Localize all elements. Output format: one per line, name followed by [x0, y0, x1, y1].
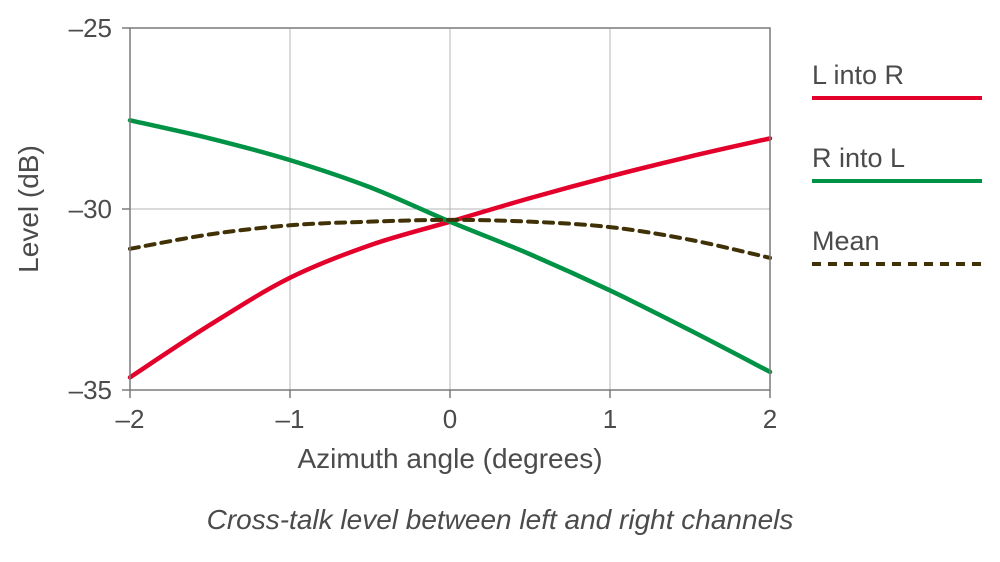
legend-item: Mean	[812, 226, 982, 271]
legend-label: Mean	[812, 226, 880, 257]
x-tick-label: –2	[116, 404, 145, 434]
y-axis-title: Level (dB)	[13, 145, 44, 273]
caption-text: Cross-talk level between left and right …	[207, 504, 794, 535]
x-tick-label: 1	[603, 404, 617, 434]
legend-swatch	[812, 257, 982, 271]
legend-label: L into R	[812, 60, 904, 91]
x-tick-label: 2	[763, 404, 777, 434]
x-axis-title: Azimuth angle (degrees)	[297, 443, 602, 474]
legend-label: R into L	[812, 143, 905, 174]
legend-item: L into R	[812, 60, 982, 105]
x-tick-label: 0	[443, 404, 457, 434]
legend: L into R R into L Mean	[812, 60, 982, 271]
y-tick-label: –30	[69, 194, 112, 224]
figure-container: { "figure": { "width_px": 1000, "height_…	[0, 0, 1000, 562]
y-tick-label: –25	[69, 13, 112, 43]
legend-swatch	[812, 91, 982, 105]
x-tick-label: –1	[276, 404, 305, 434]
figure-caption: Cross-talk level between left and right …	[0, 504, 1000, 536]
y-tick-label: –35	[69, 375, 112, 405]
legend-swatch	[812, 174, 982, 188]
legend-item: R into L	[812, 143, 982, 188]
